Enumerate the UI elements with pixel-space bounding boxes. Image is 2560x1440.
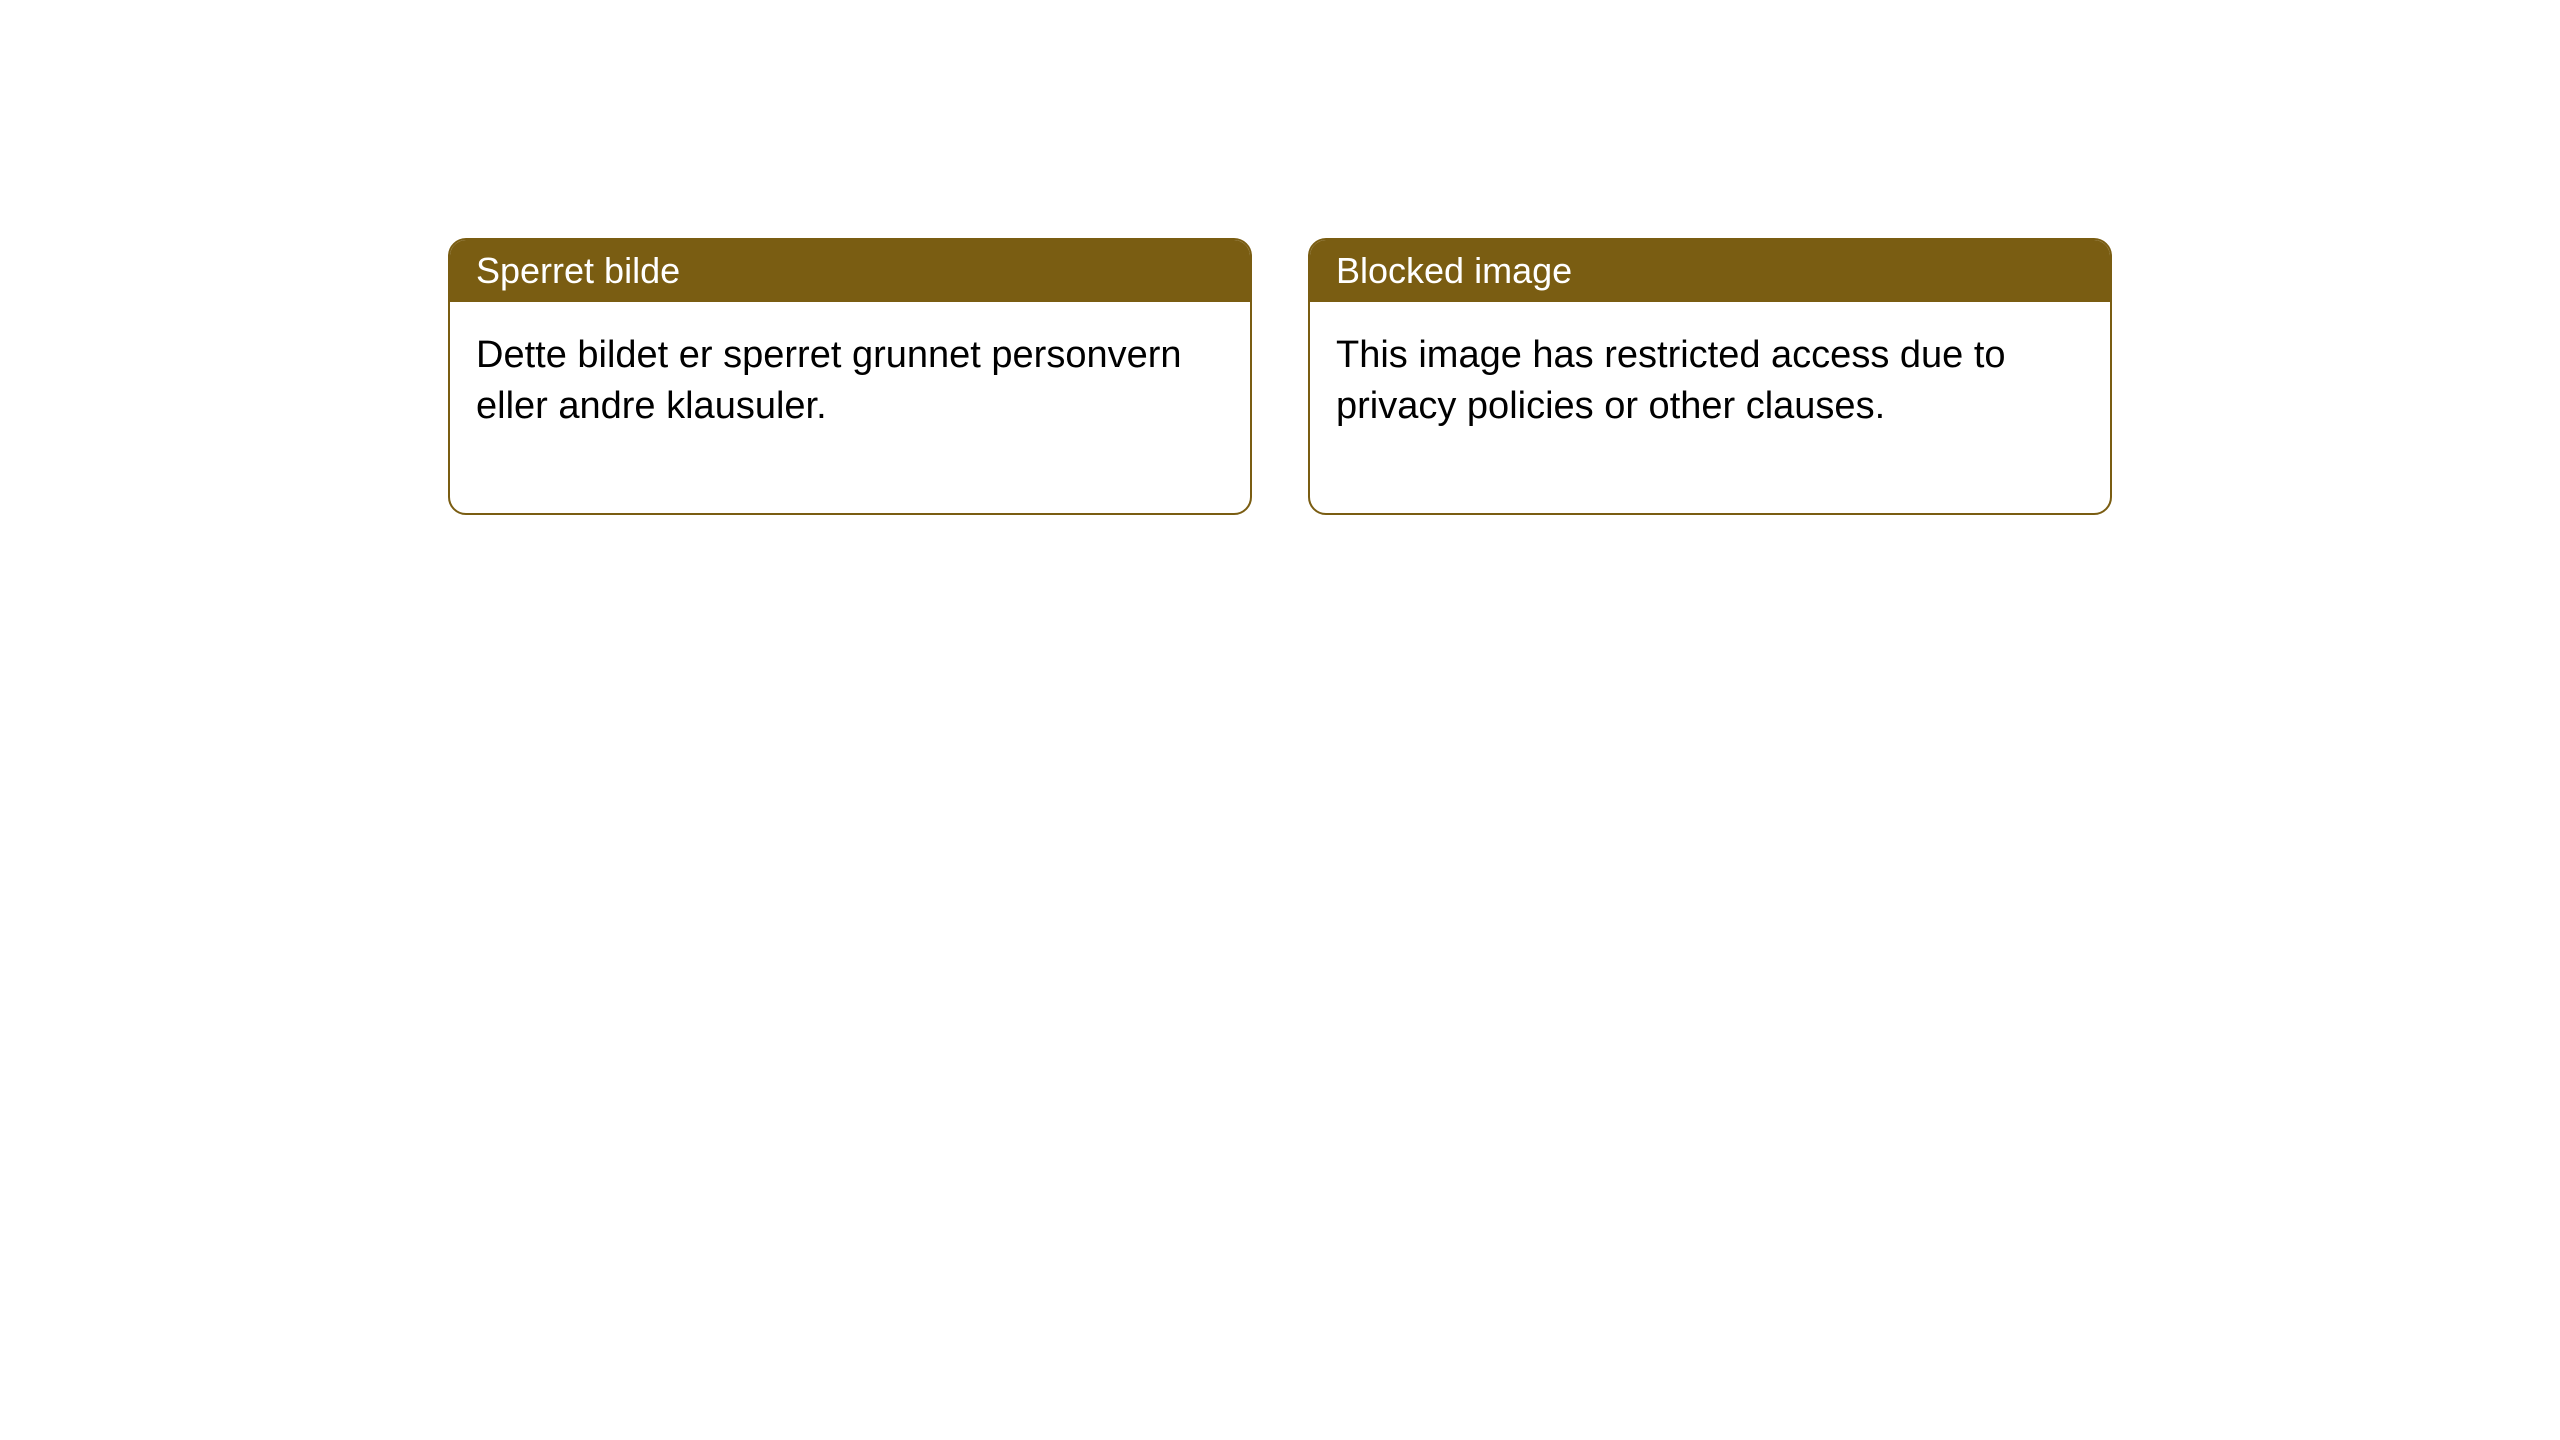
notice-text: Dette bildet er sperret grunnet personve… bbox=[476, 334, 1182, 427]
notice-card-english: Blocked image This image has restricted … bbox=[1308, 238, 2112, 515]
notice-title: Sperret bilde bbox=[476, 250, 680, 291]
notice-header: Sperret bilde bbox=[450, 240, 1250, 302]
notice-title: Blocked image bbox=[1336, 250, 1572, 291]
notice-text: This image has restricted access due to … bbox=[1336, 334, 2006, 427]
notice-body: Dette bildet er sperret grunnet personve… bbox=[450, 302, 1250, 513]
notice-card-norwegian: Sperret bilde Dette bildet er sperret gr… bbox=[448, 238, 1252, 515]
notice-container: Sperret bilde Dette bildet er sperret gr… bbox=[0, 0, 2560, 515]
notice-body: This image has restricted access due to … bbox=[1310, 302, 2110, 513]
notice-header: Blocked image bbox=[1310, 240, 2110, 302]
